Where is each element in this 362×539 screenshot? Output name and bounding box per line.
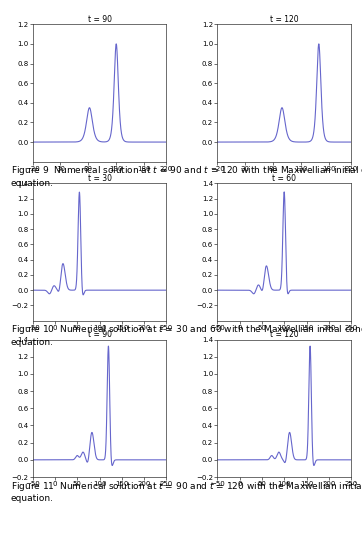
FancyBboxPatch shape <box>0 180 362 328</box>
FancyBboxPatch shape <box>0 336 362 484</box>
Title: t = 60: t = 60 <box>272 174 296 183</box>
Title: t = 120: t = 120 <box>270 15 299 24</box>
Text: Figure 11  Numerical solution at $t$ = 90 and $t$ = 120 with the Maxwellian init: Figure 11 Numerical solution at $t$ = 90… <box>11 480 362 503</box>
FancyBboxPatch shape <box>0 21 362 169</box>
Title: t = 120: t = 120 <box>270 330 299 340</box>
Title: t = 90: t = 90 <box>88 15 111 24</box>
Title: t = 90: t = 90 <box>88 330 111 340</box>
Title: t = 30: t = 30 <box>88 174 111 183</box>
Text: Figure 10  Numerical solution at $t$ = 30 and 60 with the Maxwellian initial con: Figure 10 Numerical solution at $t$ = 30… <box>11 323 362 347</box>
Text: Figure 9  Numerical solution at $t$ = 90 and $t$ = 120 with the Maxwellian initi: Figure 9 Numerical solution at $t$ = 90 … <box>11 164 362 188</box>
